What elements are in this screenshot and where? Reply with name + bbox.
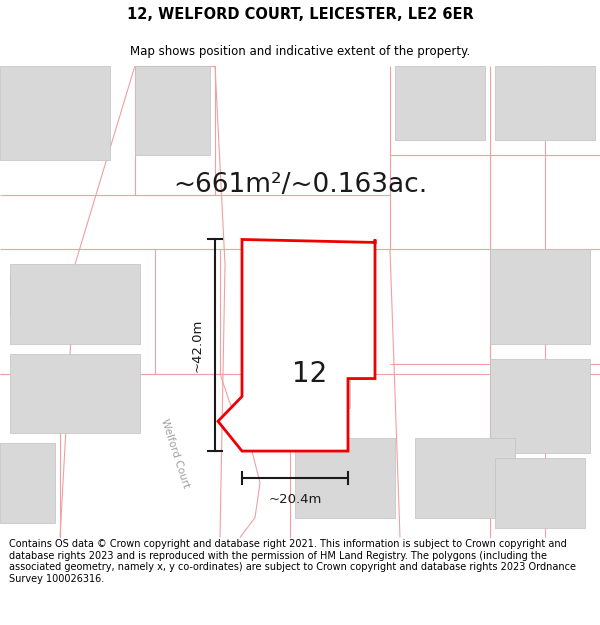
Bar: [490, 359, 590, 453]
Bar: [495, 458, 585, 528]
Text: Welford Court: Welford Court: [159, 418, 191, 489]
Text: Contains OS data © Crown copyright and database right 2021. This information is : Contains OS data © Crown copyright and d…: [9, 539, 576, 584]
Bar: [10, 264, 140, 344]
Text: ~661m²/~0.163ac.: ~661m²/~0.163ac.: [173, 172, 427, 198]
Bar: [395, 66, 485, 140]
Bar: [285, 259, 365, 324]
Text: 12, WELFORD COURT, LEICESTER, LE2 6ER: 12, WELFORD COURT, LEICESTER, LE2 6ER: [127, 7, 473, 22]
Bar: [490, 249, 590, 344]
Text: ~20.4m: ~20.4m: [268, 493, 322, 506]
Bar: [495, 66, 595, 140]
Text: 12: 12: [292, 359, 328, 388]
Bar: [0, 66, 110, 160]
Bar: [10, 354, 140, 433]
Text: Map shows position and indicative extent of the property.: Map shows position and indicative extent…: [130, 45, 470, 58]
Text: ~42.0m: ~42.0m: [191, 319, 203, 372]
Polygon shape: [218, 239, 375, 451]
Bar: [0, 443, 55, 522]
Bar: [285, 334, 350, 408]
Bar: [415, 438, 515, 518]
Bar: [10, 274, 65, 314]
Bar: [295, 438, 395, 518]
Bar: [135, 66, 210, 155]
